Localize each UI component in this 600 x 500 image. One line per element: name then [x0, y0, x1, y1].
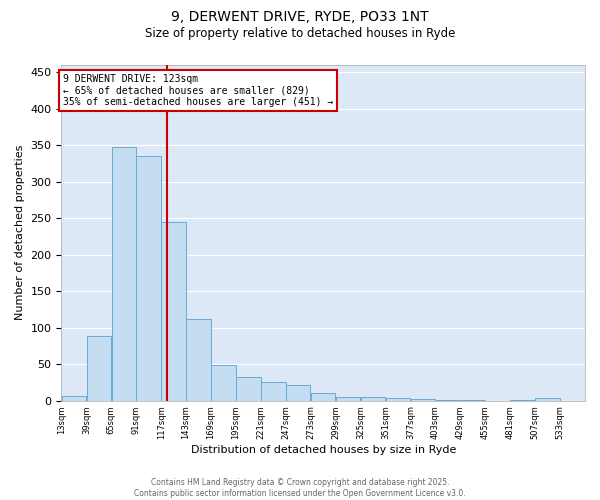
- Bar: [112, 146, 136, 400]
- Text: Size of property relative to detached houses in Ryde: Size of property relative to detached ho…: [145, 28, 455, 40]
- Bar: [386, 398, 410, 400]
- Bar: [311, 394, 335, 400]
- Bar: [211, 365, 236, 400]
- Bar: [86, 336, 111, 400]
- Bar: [62, 396, 86, 400]
- Bar: [286, 386, 310, 400]
- Text: 9 DERWENT DRIVE: 123sqm
← 65% of detached houses are smaller (829)
35% of semi-d: 9 DERWENT DRIVE: 123sqm ← 65% of detache…: [64, 74, 334, 107]
- Y-axis label: Number of detached properties: Number of detached properties: [15, 145, 25, 320]
- Bar: [411, 399, 435, 400]
- Text: 9, DERWENT DRIVE, RYDE, PO33 1NT: 9, DERWENT DRIVE, RYDE, PO33 1NT: [171, 10, 429, 24]
- Bar: [236, 377, 260, 400]
- Bar: [336, 397, 361, 400]
- Bar: [136, 156, 161, 400]
- Bar: [161, 222, 186, 400]
- Bar: [187, 319, 211, 400]
- Bar: [261, 382, 286, 400]
- Bar: [361, 397, 385, 400]
- Bar: [535, 398, 560, 400]
- Text: Contains HM Land Registry data © Crown copyright and database right 2025.
Contai: Contains HM Land Registry data © Crown c…: [134, 478, 466, 498]
- X-axis label: Distribution of detached houses by size in Ryde: Distribution of detached houses by size …: [191, 445, 456, 455]
